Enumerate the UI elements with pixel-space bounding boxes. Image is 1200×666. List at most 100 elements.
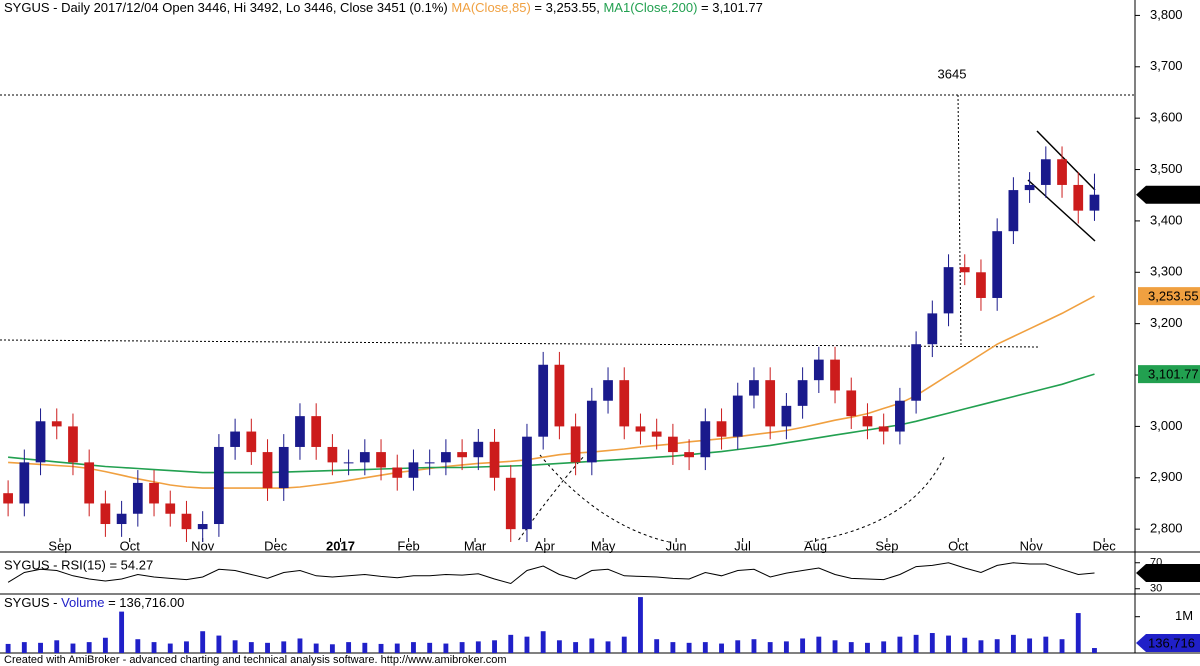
candle-body bbox=[214, 446, 224, 525]
candle-body bbox=[586, 400, 597, 463]
candle-body bbox=[797, 380, 808, 406]
x-tick-label: Dec bbox=[264, 538, 288, 553]
volume-bar bbox=[719, 643, 724, 653]
volume-bar bbox=[1010, 634, 1016, 653]
candle-body bbox=[976, 272, 986, 298]
level-drop bbox=[957, 95, 962, 348]
volume-bar bbox=[556, 640, 562, 653]
y-tick-label: 3,800 bbox=[1150, 7, 1183, 22]
x-tick-label: Sep bbox=[875, 538, 898, 553]
candle-body bbox=[781, 405, 792, 427]
rsi-line bbox=[7, 562, 1095, 585]
volume-bar bbox=[1059, 639, 1065, 653]
volume-bar bbox=[508, 634, 514, 653]
candle-body bbox=[262, 452, 273, 489]
title-part: = 3,253.55, bbox=[531, 0, 604, 15]
volume-bar bbox=[184, 641, 189, 653]
volume-bar bbox=[654, 639, 660, 653]
volume-bar bbox=[621, 636, 627, 653]
volume-bar bbox=[248, 642, 254, 653]
plot-area bbox=[7, 562, 1095, 585]
candle-body bbox=[732, 395, 743, 437]
volume-bar bbox=[962, 637, 968, 653]
candle-body bbox=[311, 416, 322, 447]
x-tick-label: Oct bbox=[120, 538, 141, 553]
title-part: = 3,101.77 bbox=[697, 0, 762, 15]
volume-bar bbox=[946, 635, 951, 653]
x-tick-label: Jun bbox=[666, 538, 687, 553]
candle-body bbox=[927, 313, 938, 345]
candle-body bbox=[943, 267, 954, 314]
value-flag-label: 136,716 bbox=[1148, 635, 1195, 650]
value-flag: 54.2687 bbox=[1136, 563, 1200, 582]
arc-annotation bbox=[539, 454, 946, 542]
volume-bar bbox=[1075, 613, 1081, 653]
volume-bar bbox=[881, 641, 887, 653]
candle-body bbox=[457, 452, 467, 458]
value-flag-box bbox=[1138, 365, 1200, 384]
candle-body bbox=[1073, 184, 1084, 211]
value-flag-box bbox=[1138, 287, 1200, 306]
y-tick-label: 3,300 bbox=[1150, 264, 1183, 279]
volume-bar bbox=[200, 631, 206, 653]
candle-body bbox=[813, 359, 824, 381]
volume-bar bbox=[978, 640, 984, 653]
candle-body bbox=[522, 436, 532, 530]
candle-body bbox=[197, 524, 208, 530]
volume-bar bbox=[670, 642, 676, 653]
volume-bar bbox=[540, 631, 546, 653]
volume-bar bbox=[102, 637, 108, 653]
candle-body bbox=[392, 467, 403, 478]
candle-body bbox=[473, 441, 484, 458]
value-flag-box bbox=[1136, 185, 1200, 204]
candle-body bbox=[878, 426, 889, 432]
volume-bar bbox=[151, 642, 157, 653]
candle-body bbox=[700, 421, 711, 458]
volume-bar bbox=[573, 642, 579, 653]
candle-body bbox=[132, 482, 143, 514]
x-tick-label: Oct bbox=[948, 538, 969, 553]
volume-bar bbox=[54, 640, 60, 653]
volume-bar bbox=[5, 643, 11, 653]
value-flag-box bbox=[1136, 563, 1200, 582]
volume-bar bbox=[394, 643, 400, 653]
candle-body bbox=[635, 426, 646, 432]
volume-bar bbox=[800, 638, 806, 653]
volume-bar bbox=[897, 636, 903, 653]
x-tick-label: Mar bbox=[464, 538, 487, 553]
candle-body bbox=[846, 390, 857, 417]
trend-line bbox=[0, 339, 1041, 348]
candle-body bbox=[19, 462, 30, 504]
x-tick-label: Dec bbox=[1093, 538, 1117, 553]
volume-bar bbox=[38, 642, 43, 653]
volume-bar bbox=[297, 638, 303, 653]
volume-bar bbox=[313, 643, 319, 653]
volume-bar bbox=[232, 640, 238, 653]
candle-body bbox=[554, 364, 565, 427]
y-tick-label: 1M bbox=[1175, 608, 1193, 623]
volume-bar bbox=[524, 636, 530, 653]
volume-bar bbox=[265, 642, 270, 653]
volume-bar bbox=[378, 643, 384, 653]
candle-body bbox=[68, 426, 78, 463]
candle-body bbox=[165, 503, 176, 514]
candle-body bbox=[911, 344, 921, 401]
candle-body bbox=[84, 462, 95, 504]
candle-body bbox=[327, 446, 338, 463]
value-flag: 3,101.77 bbox=[1138, 365, 1200, 384]
volume-bar bbox=[589, 638, 595, 653]
y-tick-label: 3,200 bbox=[1150, 315, 1183, 330]
candle-body bbox=[343, 462, 354, 464]
volume-bar bbox=[638, 597, 643, 653]
candle-body bbox=[668, 436, 678, 453]
x-tick-label: 2017 bbox=[326, 538, 355, 553]
value-flag: 3,451 bbox=[1136, 185, 1200, 204]
value-flag-box bbox=[1136, 634, 1200, 652]
rsi-title: SYGUS - RSI(15) = 54.27 bbox=[4, 557, 153, 572]
volume-bar bbox=[605, 641, 611, 653]
volume-bar bbox=[1027, 638, 1033, 653]
value-flag-label: 54.2687 bbox=[1148, 565, 1195, 580]
candle-body bbox=[230, 431, 240, 447]
volume-bar bbox=[865, 642, 870, 653]
